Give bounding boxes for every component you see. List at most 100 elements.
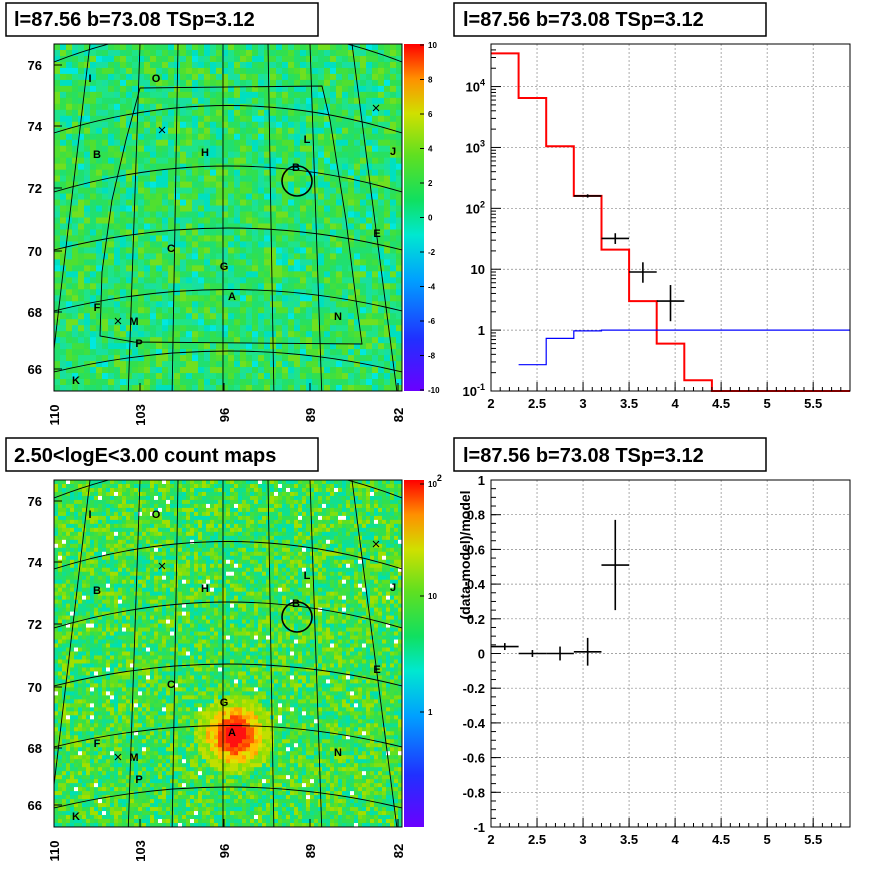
latitude-line bbox=[54, 105, 402, 134]
latitude-line bbox=[54, 480, 402, 499]
meridian-line bbox=[171, 44, 179, 391]
y-tick-label: 103 bbox=[466, 138, 485, 155]
y-tick-label: 76 bbox=[28, 494, 42, 509]
source-labels-a: I O B H L J C G E A F M N P K B bbox=[72, 73, 396, 387]
x-tick-label: 89 bbox=[303, 408, 318, 422]
axis-ticks-c: 110 103 96 89 82 76 74 72 70 68 66 bbox=[28, 494, 406, 862]
source-label: N bbox=[334, 311, 342, 323]
colorbar-c bbox=[404, 480, 424, 827]
x-tick-label: 5.5 bbox=[804, 832, 822, 847]
source-label: M bbox=[129, 752, 138, 764]
y-tick-label: 70 bbox=[28, 244, 42, 259]
source-label: A bbox=[228, 291, 236, 303]
source-label: O bbox=[152, 509, 161, 521]
colorbar-tick-label: 2 bbox=[428, 179, 433, 188]
colorbar-tick-label: -6 bbox=[428, 317, 436, 326]
y-tick-label: 0.4 bbox=[467, 577, 486, 592]
x-tick-label: 4 bbox=[671, 832, 679, 847]
source-label: N bbox=[334, 747, 342, 759]
y-tick-label: 72 bbox=[28, 181, 42, 196]
source-labels-c: I O B H L J C G E A F M N P K B bbox=[72, 509, 396, 823]
source-label: I bbox=[88, 509, 91, 521]
y-tick-label: -0.6 bbox=[463, 751, 485, 766]
source-cross bbox=[158, 562, 166, 570]
source-cross bbox=[372, 540, 380, 548]
model-step-line bbox=[491, 52, 850, 392]
source-label: O bbox=[152, 73, 161, 85]
y-tick-label: 72 bbox=[28, 617, 42, 632]
meridian-line bbox=[0, 480, 40, 836]
residual-heatmap bbox=[54, 44, 402, 391]
x-tick-label: 96 bbox=[217, 844, 232, 858]
colorbar-a bbox=[404, 44, 424, 391]
x-tick-label: 4.5 bbox=[712, 396, 730, 411]
panel-d-title: l=87.56 b=73.08 TSp=3.12 bbox=[463, 445, 704, 467]
source-label: C bbox=[167, 679, 175, 691]
meridian-line bbox=[309, 44, 323, 391]
source-label: P bbox=[135, 774, 142, 786]
source-label: E bbox=[373, 228, 380, 240]
colorbar-ticks-a: 10 8 6 4 2 0 -2 -4 -6 -8 -10 bbox=[420, 41, 440, 395]
x-tick-label: 3.5 bbox=[620, 832, 638, 847]
x-tick-label: 82 bbox=[391, 844, 406, 858]
axis-ticks-a: 110 103 96 89 82 76 74 72 70 68 66 bbox=[28, 58, 406, 426]
source-label: L bbox=[304, 134, 311, 146]
source-label: G bbox=[220, 261, 229, 273]
source-label: I bbox=[88, 73, 91, 85]
colorbar-tick-label: 10 bbox=[428, 592, 437, 601]
colorbar-tick-label: 4 bbox=[428, 145, 433, 154]
colorbar-tick-label: 0 bbox=[428, 214, 433, 223]
source-label: F bbox=[94, 738, 101, 750]
x-tick-label: 110 bbox=[47, 841, 62, 862]
source-label: B bbox=[93, 585, 101, 597]
x-tick-label: 96 bbox=[217, 408, 232, 422]
source-label: E bbox=[373, 664, 380, 676]
x-tick-label: 5.5 bbox=[804, 396, 822, 411]
latitude-line bbox=[54, 541, 402, 570]
meridian-line bbox=[127, 44, 141, 391]
y-tick-label: 102 bbox=[466, 199, 485, 216]
y-tick-label: 74 bbox=[28, 555, 43, 570]
meridian-line bbox=[309, 480, 323, 827]
panel-residual-map: l=87.56 b=73.08 TSp=3.12 I O B H L J C G E A F M N P K… bbox=[0, 2, 440, 426]
source-label: F bbox=[94, 302, 101, 314]
y-tick-label: -1 bbox=[473, 820, 485, 835]
x-tick-label: 2 bbox=[487, 832, 494, 847]
latitude-line bbox=[54, 44, 402, 63]
source-label: H bbox=[201, 583, 209, 595]
y-tick-label: 10-1 bbox=[463, 382, 485, 399]
spectrum-plot: 2 2.5 3 3.5 4 4.5 5 5.5 10-1 1 10 102 103 104 bbox=[463, 43, 851, 411]
latitude-line bbox=[54, 725, 402, 748]
source-label: K bbox=[72, 375, 80, 387]
x-tick-label: 3.5 bbox=[620, 396, 638, 411]
latitude-line bbox=[54, 663, 402, 687]
ratio-plot: 2 2.5 3 3.5 4 4.5 5 5.5 1 0.8 0.6 0.4 0.2 0 -0.2 -0.4 -0… bbox=[457, 473, 851, 847]
y-tick-label: 68 bbox=[28, 305, 42, 320]
sky-grid-a bbox=[0, 44, 402, 400]
latitude-line bbox=[54, 786, 402, 809]
source-label: K bbox=[72, 811, 80, 823]
y-tick-label: 66 bbox=[28, 362, 42, 377]
latitude-line bbox=[54, 227, 402, 251]
meridian-line bbox=[351, 480, 398, 827]
source-label: G bbox=[220, 697, 229, 709]
meridian-line bbox=[171, 480, 179, 827]
source-label: H bbox=[201, 147, 209, 159]
y-tick-label: 70 bbox=[28, 680, 42, 695]
colorbar-tick-label: 1 bbox=[428, 708, 433, 717]
panel-c-title: 2.50<logE<3.00 count maps bbox=[14, 445, 276, 467]
background-step-line bbox=[518, 329, 850, 366]
x-tick-label: 5 bbox=[764, 396, 771, 411]
meridian-line bbox=[127, 480, 141, 827]
colorbar-tick-label: -4 bbox=[428, 283, 436, 292]
source-label: J bbox=[390, 582, 396, 594]
meridian-line bbox=[0, 44, 40, 400]
meridian-line bbox=[351, 44, 398, 391]
source-cross bbox=[372, 104, 380, 112]
colorbar-tick-label: 102 bbox=[428, 473, 442, 489]
y-tick-label: 76 bbox=[28, 58, 42, 73]
x-tick-label: 2.5 bbox=[528, 396, 546, 411]
meridian-line bbox=[267, 480, 275, 827]
x-tick-label: 110 bbox=[47, 405, 62, 426]
